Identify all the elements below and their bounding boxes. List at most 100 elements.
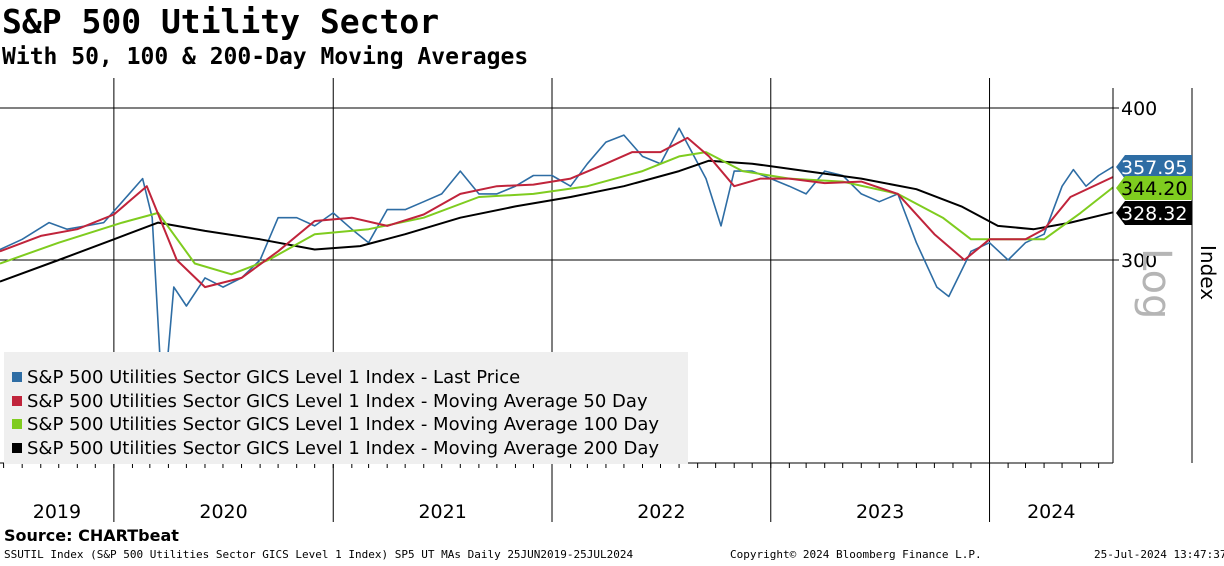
xtick-label-2022: 2022	[637, 501, 685, 523]
series-point-last-price	[277, 217, 279, 219]
series-point-ma200	[678, 170, 680, 172]
series-point-last-price	[48, 222, 50, 224]
series-point-ma200	[157, 222, 159, 224]
series-point-ma100	[0, 262, 1, 265]
legend-label-ma50: S&P 500 Utilities Sector GICS Level 1 In…	[27, 390, 648, 412]
series-point-last-price	[21, 238, 23, 240]
series-point-ma50	[733, 185, 735, 187]
series-point-ma200	[113, 238, 115, 240]
series-point-ma200	[915, 188, 918, 190]
series-point-last-price	[173, 286, 175, 288]
ytick-label-300: 300	[1121, 250, 1157, 272]
series-point-last-price	[805, 193, 807, 195]
xtick-label-2024: 2024	[1027, 501, 1075, 523]
chart-legend: S&P 500 Utilities Sector GICS Level 1 In…	[4, 352, 688, 464]
series-point-last-price	[296, 217, 298, 219]
footer-timestamp: 25-Jul-2024 13:47:37	[1094, 548, 1224, 561]
series-point-last-price	[423, 201, 425, 203]
series-point-last-price	[222, 286, 224, 288]
series-point-last-price	[478, 193, 480, 195]
series-point-last-price	[788, 185, 790, 187]
legend-swatch-last-price	[12, 372, 22, 382]
series-point-last-price	[733, 170, 735, 172]
series-point-ma100	[970, 238, 972, 240]
series-point-last-price	[1098, 174, 1100, 177]
series-point-last-price	[1072, 168, 1075, 171]
xtick-label-2023: 2023	[856, 501, 904, 523]
series-point-ma200	[359, 245, 361, 247]
series-point-ma50	[963, 259, 965, 261]
series-point-ma50	[933, 233, 935, 235]
series-point-ma100	[1080, 212, 1082, 214]
series-point-ma200	[623, 185, 625, 187]
series-point-ma50	[897, 193, 899, 195]
footer-ticker-info: SSUTIL Index (S&P 500 Utilities Sector G…	[4, 548, 634, 561]
series-point-ma200	[805, 170, 807, 172]
series-point-ma50	[1024, 238, 1027, 240]
series-point-last-price	[641, 155, 644, 157]
series-point-ma50	[824, 182, 826, 184]
series-point-last-price	[404, 209, 406, 211]
series-point-ma50	[277, 250, 279, 252]
series-point-last-price	[332, 212, 334, 214]
series-point-last-price	[496, 193, 498, 195]
series-point-ma100	[532, 193, 535, 195]
series-point-ma50	[314, 220, 316, 222]
series-point-last-price	[204, 277, 206, 279]
series-point-ma100	[586, 185, 588, 187]
legend-item-ma100: S&P 500 Utilities Sector GICS Level 1 In…	[12, 412, 659, 436]
log-scale-label: Log	[1133, 248, 1179, 319]
legend-label-last-price: S&P 500 Utilities Sector GICS Level 1 In…	[27, 366, 521, 388]
chart-title: S&P 500 Utility Sector	[2, 2, 440, 41]
series-point-last-price	[705, 177, 707, 180]
series-point-ma50	[605, 163, 607, 165]
series-point-ma50	[659, 151, 662, 153]
series-point-ma100	[1043, 238, 1045, 240]
series-point-ma50	[788, 177, 790, 180]
xtick-label-2020: 2020	[199, 501, 247, 523]
series-point-ma200	[204, 230, 206, 232]
series-point-ma100	[678, 155, 680, 157]
series-point-last-price	[151, 217, 153, 219]
series-point-last-price	[936, 286, 938, 288]
series-point-ma200	[1033, 228, 1035, 230]
series-point-last-price	[751, 170, 753, 172]
series-point-last-price	[441, 193, 443, 195]
series-point-ma50	[351, 217, 353, 219]
series-point-ma200	[1069, 222, 1072, 224]
series-point-ma200	[960, 205, 962, 208]
value-badge-text: 344.20	[1121, 178, 1187, 200]
series-point-last-price	[142, 177, 144, 180]
series-line-ma50	[0, 136, 1114, 289]
series-point-last-price	[970, 250, 972, 252]
series-point-ma50	[40, 235, 42, 237]
legend-label-ma100: S&P 500 Utilities Sector GICS Level 1 In…	[27, 413, 660, 435]
value-badge-bg	[1116, 155, 1192, 179]
series-point-last-price	[948, 295, 950, 298]
xtick-label-2019: 2019	[33, 501, 81, 523]
series-point-last-price	[103, 222, 105, 224]
series-point-ma200	[259, 238, 261, 240]
series-point-ma100	[58, 242, 60, 244]
series-point-ma200	[860, 177, 862, 180]
series-point-ma50	[759, 177, 762, 180]
legend-item-ma50: S&P 500 Utilities Sector GICS Level 1 In…	[12, 389, 648, 413]
series-point-ma50	[686, 137, 689, 139]
ytick-label-400: 400	[1121, 98, 1157, 120]
legend-swatch-ma50	[12, 396, 22, 406]
chart-subtitle: With 50, 100 & 200-Day Moving Averages	[2, 44, 529, 70]
series-point-last-price	[459, 170, 461, 172]
value-badge-text: 328.32	[1121, 203, 1187, 225]
value-badge-ma100: 344.20	[1116, 176, 1192, 200]
legend-swatch-ma200	[12, 443, 22, 453]
series-point-last-price	[878, 201, 880, 203]
series-point-ma200	[569, 196, 572, 198]
series-point-last-price	[860, 193, 862, 195]
series-point-ma50	[0, 250, 1, 252]
series-point-ma50	[569, 177, 572, 180]
series-point-ma50	[631, 151, 633, 153]
series-point-last-price	[824, 170, 826, 172]
legend-label-ma200: S&P 500 Utilities Sector GICS Level 1 In…	[27, 437, 660, 459]
series-point-ma100	[230, 273, 232, 275]
